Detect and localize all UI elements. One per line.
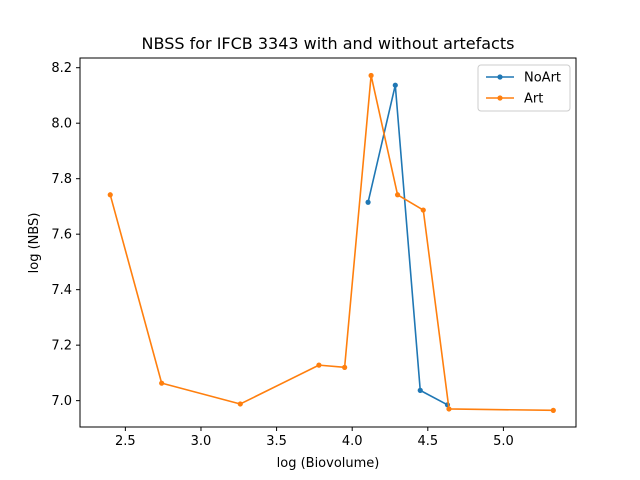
- legend-label-art: Art: [524, 92, 543, 107]
- y-tick-label: 7.0: [51, 394, 72, 409]
- data-point-art: [368, 72, 374, 79]
- y-tick-label: 7.6: [51, 228, 72, 243]
- x-axis: 2.5 3.0 3.5 4.0 4.5 5.0: [115, 427, 514, 449]
- y-tick-label: 7.4: [51, 283, 72, 298]
- series-line-art: [109, 74, 554, 412]
- series-layer: [107, 72, 556, 413]
- data-point-art: [394, 192, 401, 198]
- y-axis-label: log (NBS): [27, 213, 42, 274]
- y-tick-label: 8.0: [51, 117, 72, 132]
- data-point-noart: [365, 199, 371, 205]
- chart-title: NBSS for IFCB 3343 with and without arte…: [142, 34, 515, 53]
- y-axis: 7.0 7.2 7.4 7.6 7.8 8.0 8.2: [51, 61, 80, 409]
- series-line-noart: [367, 84, 448, 406]
- plot-area: [79, 57, 577, 428]
- x-tick-label: 3.5: [266, 434, 287, 449]
- data-point-art: [237, 401, 243, 407]
- data-point-art: [159, 380, 165, 386]
- data-point-art: [316, 362, 322, 368]
- data-point-art: [446, 406, 452, 412]
- legend-marker-noart: [497, 74, 503, 80]
- data-point-art: [420, 207, 426, 213]
- x-tick-label: 4.0: [342, 434, 363, 449]
- y-tick-label: 7.2: [51, 339, 72, 354]
- data-point-art: [342, 364, 348, 370]
- legend-label-noart: NoArt: [524, 71, 561, 86]
- data-point-noart: [417, 387, 423, 393]
- data-point-art: [550, 407, 556, 413]
- x-tick-label: 4.5: [417, 434, 438, 449]
- data-point-noart: [392, 82, 398, 88]
- x-axis-label: log (Biovolume): [277, 456, 380, 471]
- x-tick-label: 2.5: [115, 434, 136, 449]
- axes-frame: [79, 57, 577, 428]
- y-tick-label: 7.8: [51, 172, 72, 187]
- legend: NoArt Art: [477, 64, 571, 112]
- legend-marker-art: [497, 95, 503, 101]
- x-tick-label: 5.0: [493, 434, 514, 449]
- x-tick-label: 3.0: [191, 434, 212, 449]
- data-point-art: [107, 192, 113, 198]
- y-tick-label: 8.2: [51, 61, 72, 76]
